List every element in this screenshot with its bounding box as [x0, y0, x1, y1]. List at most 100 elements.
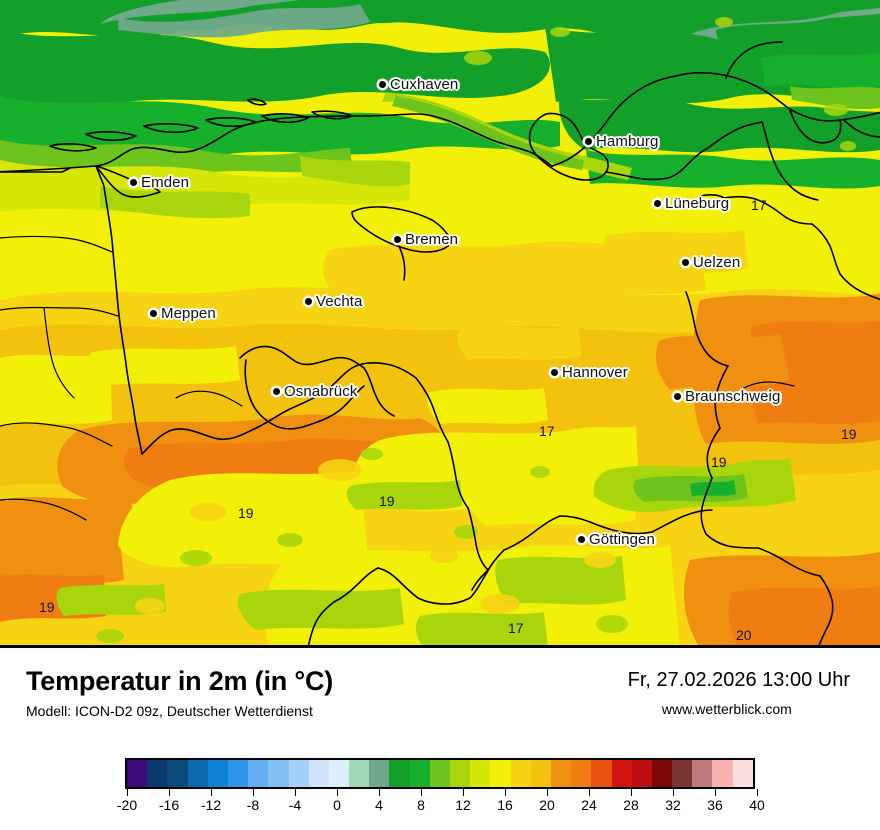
colorbar-tick-label: 16 — [497, 797, 513, 813]
temperature-raster — [0, 0, 880, 645]
colorbar-swatch — [631, 760, 652, 787]
colorbar-swatch — [167, 760, 188, 787]
colorbar-swatch — [429, 760, 450, 787]
colorbar-swatch — [651, 760, 673, 787]
city-marker-cuxhaven[interactable]: Cuxhaven — [379, 76, 458, 93]
city-marker-lueneburg[interactable]: Lüneburg — [654, 195, 729, 212]
model-subtitle: Modell: ICON-D2 09z, Deutscher Wetterdie… — [26, 703, 313, 719]
colorbar-tick — [463, 789, 464, 796]
city-marker-braunschweig[interactable]: Braunschweig — [674, 388, 780, 405]
colorbar-swatch — [732, 760, 753, 787]
city-label: Emden — [141, 174, 190, 191]
colorbar-tick-label: 4 — [375, 797, 383, 813]
colorbar-tick-label: 12 — [455, 797, 471, 813]
colorbar-swatch — [712, 760, 733, 787]
colorbar-swatch — [227, 760, 249, 787]
colorbar-tick — [631, 789, 632, 796]
colorbar-swatch — [369, 760, 390, 787]
colorbar-tick-labels: -20 -16 -12 -8 -4 0 4 8 12 16 20 24 28 32 36 40 — [117, 797, 765, 817]
colorbar-swatch — [672, 760, 693, 787]
isoline-label: 19 — [39, 599, 55, 615]
colorbar-tick — [169, 789, 170, 796]
colorbar-swatch — [207, 760, 228, 787]
colorbar-tick — [673, 789, 674, 796]
city-label: Braunschweig — [685, 388, 781, 405]
colorbar-swatch — [591, 760, 612, 787]
colorbar-tick-label: 0 — [333, 797, 341, 813]
colorbar-tick — [715, 789, 716, 796]
colorbar-tick — [421, 789, 422, 796]
isoline-label: 17 — [508, 620, 524, 636]
colorbar-tick — [295, 789, 296, 796]
city-dot-icon — [273, 388, 280, 395]
city-marker-vechta[interactable]: Vechta — [305, 293, 362, 310]
city-label: Meppen — [161, 305, 216, 322]
city-label: Osnabrück — [284, 383, 358, 400]
colorbar-tick-label: -4 — [288, 797, 302, 813]
colorbar-swatch — [490, 760, 511, 787]
isoline-label: 17 — [539, 423, 555, 439]
city-dot-icon — [682, 259, 689, 266]
colorbar-tick-label: 28 — [623, 797, 639, 813]
colorbar-swatch — [308, 760, 329, 787]
colorbar-swatch — [248, 760, 269, 787]
city-marker-bremen[interactable]: Bremen — [394, 231, 458, 248]
colorbar-swatch — [127, 760, 148, 787]
isoline-label: 17 — [751, 197, 767, 213]
colorbar-tick — [337, 789, 338, 796]
city-marker-goettingen[interactable]: Göttingen — [578, 531, 655, 548]
city-dot-icon — [585, 138, 592, 145]
city-marker-meppen[interactable]: Meppen — [150, 305, 216, 322]
city-marker-uelzen[interactable]: Uelzen — [682, 254, 740, 271]
colorbar-swatch — [349, 760, 370, 787]
city-label: Vechta — [316, 293, 363, 310]
city-dot-icon — [654, 200, 661, 207]
isoline-label: 19 — [711, 454, 727, 470]
colorbar-swatch — [409, 760, 430, 787]
colorbar-swatch — [328, 760, 350, 787]
page-title: Temperatur in 2m (in °C) — [26, 666, 334, 696]
city-label: Uelzen — [693, 254, 741, 271]
colorbar-tick-label: 8 — [417, 797, 425, 813]
colorbar-tick — [757, 789, 758, 796]
colorbar-ticks — [127, 789, 758, 797]
city-dot-icon — [674, 393, 681, 400]
weather-map[interactable]: Cuxhaven Hamburg Emden Lüneburg Bremen U… — [0, 0, 880, 648]
colorbar-tick — [253, 789, 254, 796]
city-dot-icon — [305, 298, 312, 305]
colorbar-swatch — [692, 760, 713, 787]
temperature-colorbar[interactable]: -20 -16 -12 -8 -4 0 4 8 12 16 20 24 28 32 36 40 — [117, 758, 765, 817]
isoline-label: 19 — [238, 505, 254, 521]
colorbar-tick-label: -8 — [246, 797, 260, 813]
city-marker-emden[interactable]: Emden — [130, 174, 189, 191]
colorbar-swatch — [147, 760, 168, 787]
colorbar-tick-label: 40 — [749, 797, 765, 813]
colorbar-swatch — [450, 760, 471, 787]
isoline-label: 19 — [379, 493, 395, 509]
city-dot-icon — [551, 369, 558, 376]
city-label: Hannover — [562, 364, 628, 381]
city-marker-osnabrueck[interactable]: Osnabrück — [273, 383, 357, 400]
isoline-label: 19 — [841, 426, 857, 442]
colorbar-swatch — [389, 760, 410, 787]
valid-datetime: Fr, 27.02.2026 13:00 Uhr — [627, 669, 850, 691]
city-dot-icon — [578, 536, 585, 543]
colorbar-tick — [547, 789, 548, 796]
colorbar-tick — [589, 789, 590, 796]
city-dot-icon — [379, 81, 386, 88]
colorbar-tick — [211, 789, 212, 796]
colorbar-swatch — [530, 760, 551, 787]
colorbar-tick — [379, 789, 380, 796]
colorbar-tick — [505, 789, 506, 796]
colorbar-swatch — [510, 760, 531, 787]
city-marker-hamburg[interactable]: Hamburg — [585, 133, 658, 150]
title-block: Temperatur in 2m (in °C) Modell: ICON-D2… — [26, 666, 334, 719]
colorbar-tick-label: -16 — [158, 797, 180, 813]
colorbar-swatch — [571, 760, 592, 787]
city-marker-hannover[interactable]: Hannover — [551, 364, 628, 381]
city-dot-icon — [130, 179, 137, 186]
city-label: Lüneburg — [665, 195, 730, 212]
footer-panel: Temperatur in 2m (in °C) Modell: ICON-D2… — [0, 648, 880, 830]
colorbar-tick-label: 36 — [707, 797, 723, 813]
meta-block: Fr, 27.02.2026 13:00 Uhr www.wetterblick… — [628, 670, 850, 716]
